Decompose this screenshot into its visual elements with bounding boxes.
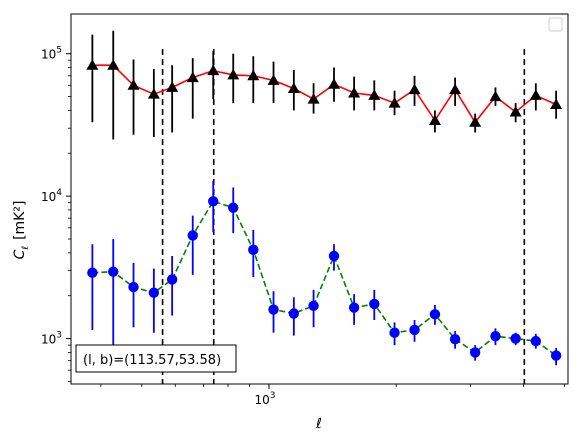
data-point-circle xyxy=(248,244,259,256)
data-point-circle xyxy=(208,196,219,207)
data-point-triangle xyxy=(227,68,240,80)
data-point-triangle xyxy=(127,79,140,90)
data-point-triangle xyxy=(509,105,522,117)
plot-frame xyxy=(70,13,569,385)
data-point-triangle xyxy=(307,93,320,104)
data-point-triangle xyxy=(207,64,220,76)
data-point-circle xyxy=(369,298,380,310)
data-point-triangle xyxy=(449,83,462,95)
y-tick-label: 103 xyxy=(41,331,62,347)
series-2 xyxy=(87,180,562,366)
data-point-triangle xyxy=(267,74,280,85)
data-point-circle xyxy=(187,230,198,241)
annotation-text: (l, b)=(113.57,53.58) xyxy=(83,353,221,368)
data-point-triangle xyxy=(247,69,260,81)
data-point-circle xyxy=(128,281,139,293)
data-point-circle xyxy=(469,347,481,358)
data-point-circle xyxy=(449,334,461,345)
data-point-circle xyxy=(510,333,521,344)
x-tick-label: 103 xyxy=(254,391,275,407)
data-point-circle xyxy=(108,266,119,277)
y-tick-label: 105 xyxy=(41,46,62,62)
data-point-circle xyxy=(268,304,279,315)
data-point-circle xyxy=(490,330,501,342)
data-point-circle xyxy=(530,335,542,347)
data-point-triangle xyxy=(469,116,482,127)
data-point-circle xyxy=(328,250,340,262)
data-point-triangle xyxy=(287,82,300,93)
data-point-circle xyxy=(148,287,160,298)
y-tick-label: 104 xyxy=(41,188,62,204)
data-point-triangle xyxy=(388,97,401,108)
x-axis-label: ℓ xyxy=(315,416,322,432)
data-point-circle xyxy=(348,302,360,313)
data-point-triangle xyxy=(107,59,120,70)
data-point-circle xyxy=(308,300,319,311)
data-point-triangle xyxy=(147,88,160,99)
plot-area-background xyxy=(71,14,568,384)
data-point-circle xyxy=(87,267,98,278)
series-1 xyxy=(86,30,563,140)
data-point-circle xyxy=(389,327,400,338)
data-point-triangle xyxy=(550,98,563,109)
data-point-triangle xyxy=(489,90,502,102)
y-axis-label: Cℓ[mK²] xyxy=(12,201,31,260)
data-point-triangle xyxy=(368,89,381,100)
data-point-triangle xyxy=(529,89,542,100)
data-point-circle xyxy=(429,309,441,320)
data-point-triangle xyxy=(327,78,340,89)
data-point-circle xyxy=(228,202,239,213)
legend-box xyxy=(548,17,563,32)
data-point-circle xyxy=(166,274,178,285)
data-point-triangle xyxy=(166,81,179,92)
data-point-circle xyxy=(550,350,562,361)
data-point-triangle xyxy=(428,114,441,125)
data-point-triangle xyxy=(408,83,421,95)
data-point-triangle xyxy=(186,71,199,83)
data-point-triangle xyxy=(86,59,99,70)
annotation-box: (l, b)=(113.57,53.58) xyxy=(75,344,237,373)
data-point-circle xyxy=(409,324,420,336)
data-point-triangle xyxy=(348,86,361,98)
data-point-circle xyxy=(288,308,300,319)
